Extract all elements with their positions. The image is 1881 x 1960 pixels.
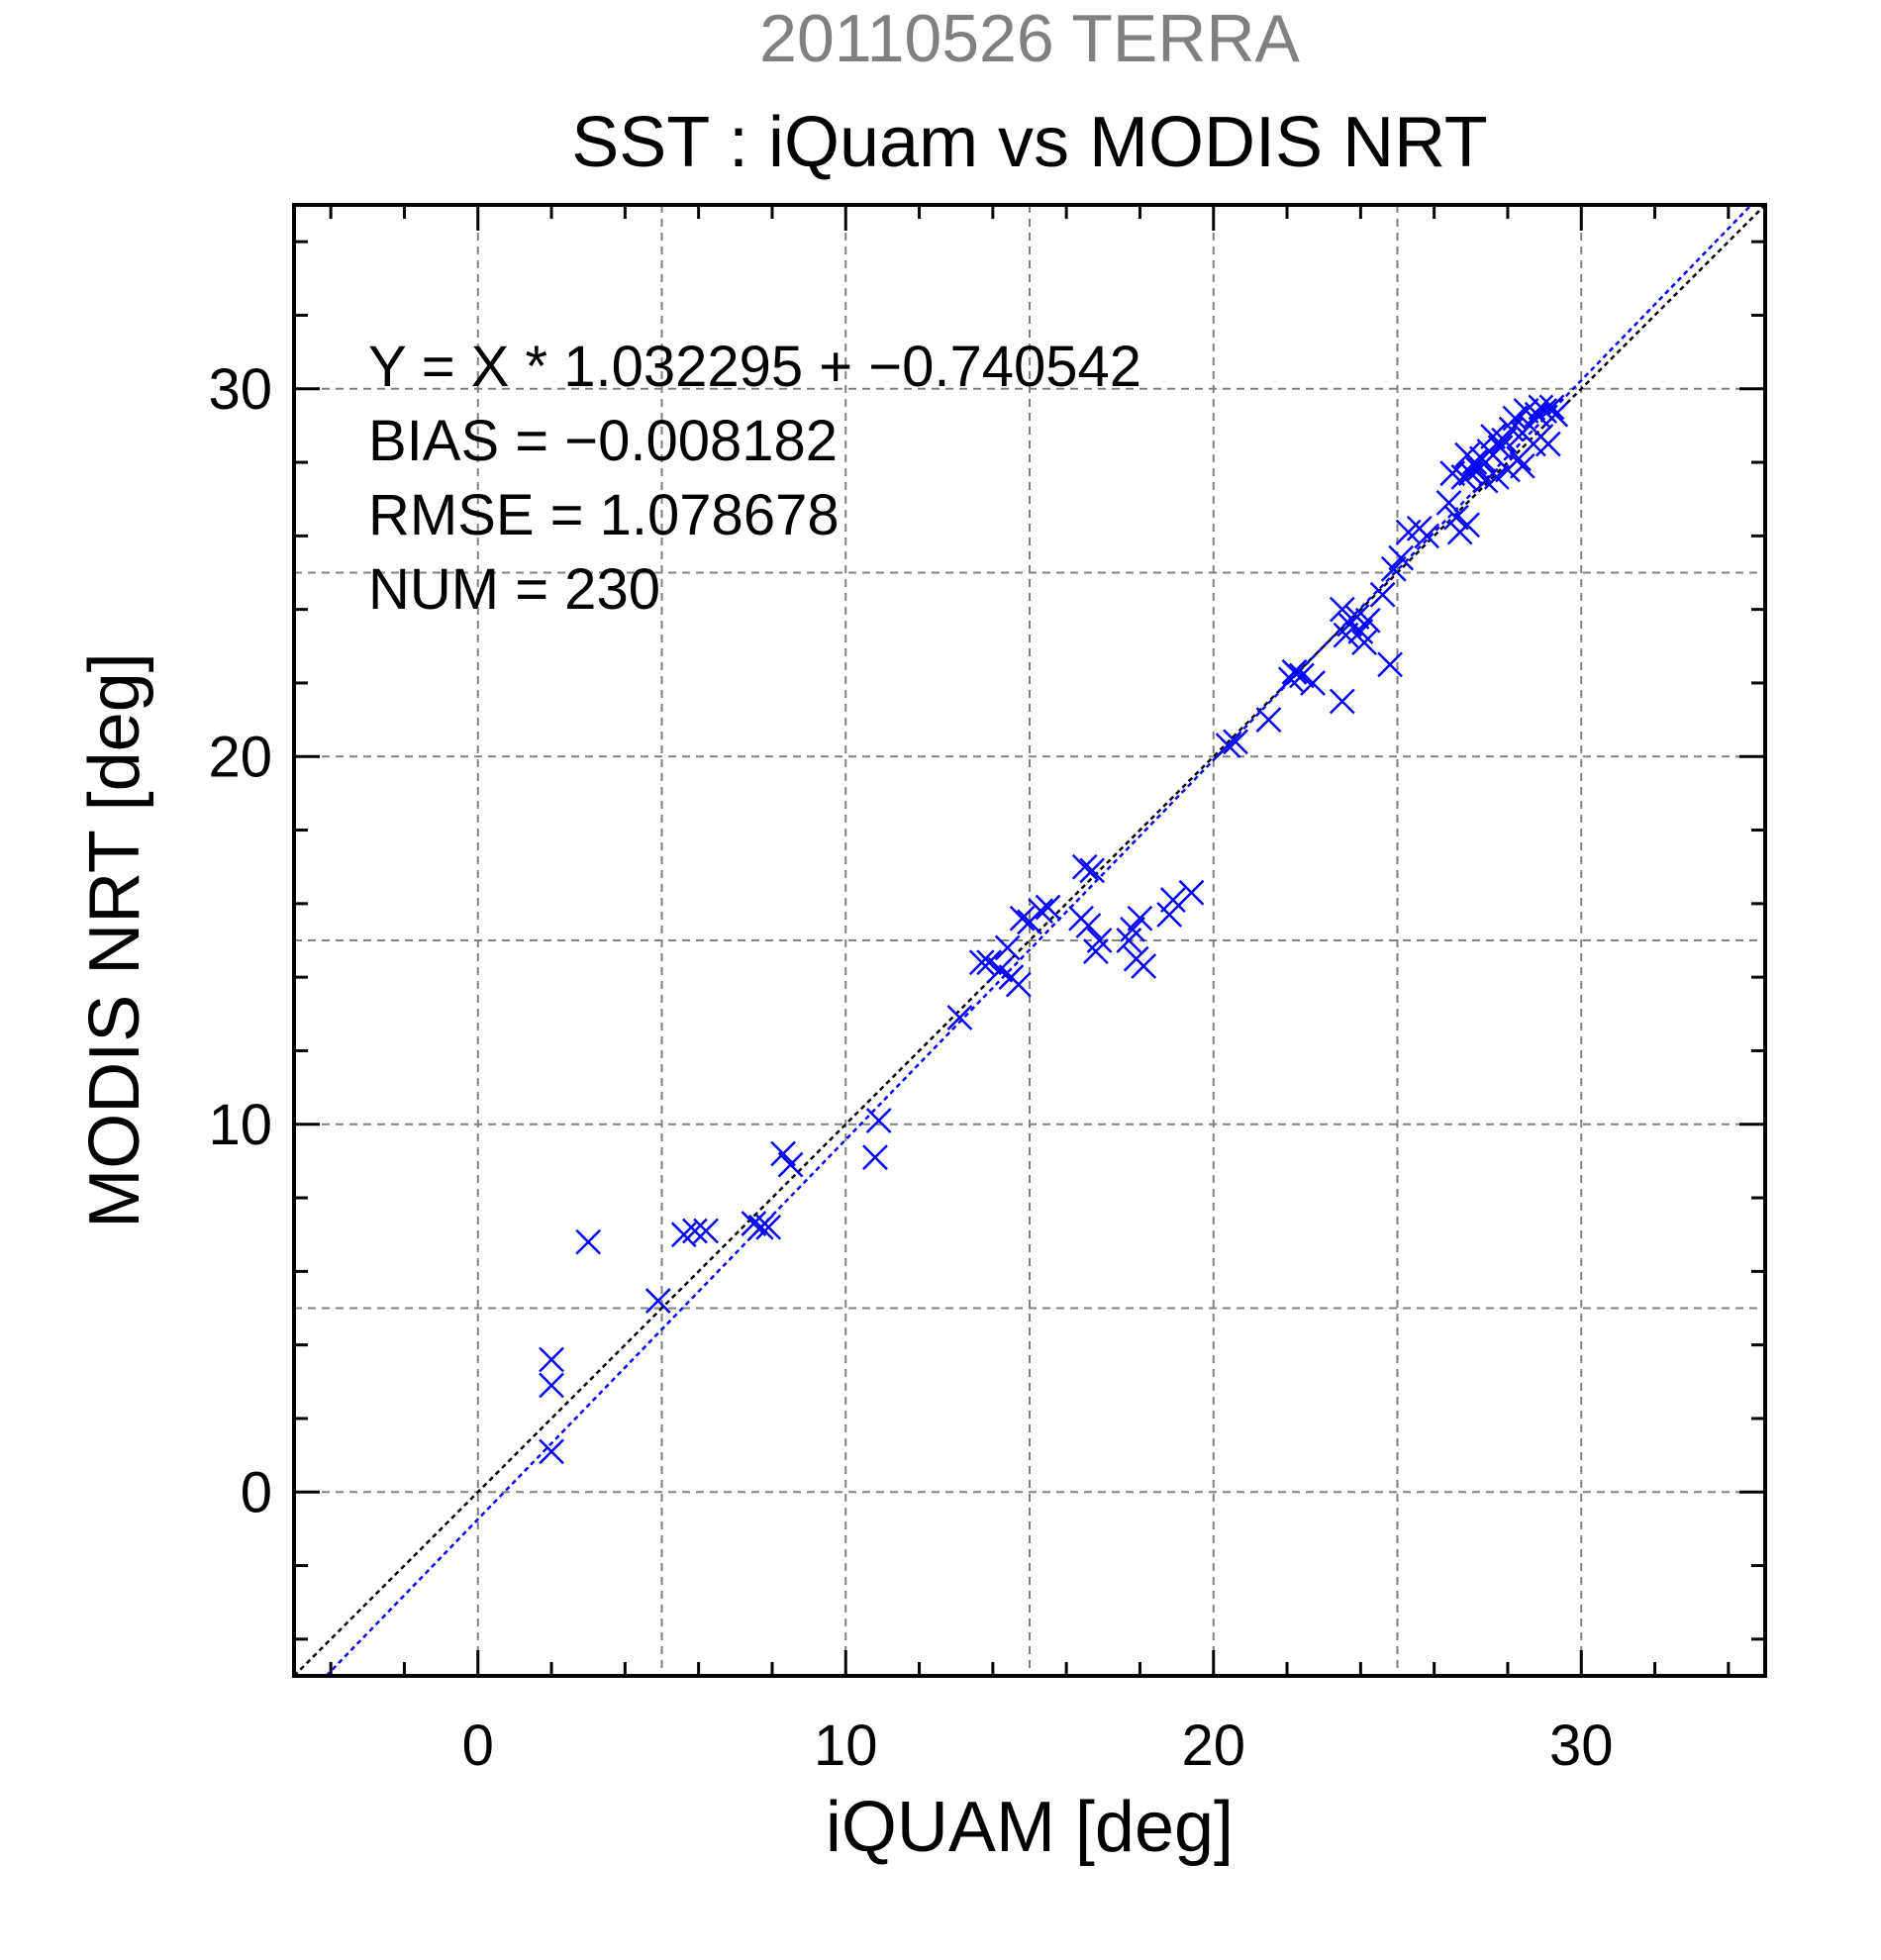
y-tick-label: 10 [208,1093,272,1157]
x-tick-label: 20 [1181,1714,1245,1778]
x-tick-label: 10 [814,1714,878,1778]
stats-block: Y = X * 1.032295 + −0.740542 BIAS = −0.0… [368,335,1141,622]
scatter-point [1483,464,1510,490]
scatter-point [1388,544,1415,571]
scatter-point [1127,905,1153,931]
scatter-point [1079,857,1106,884]
y-tick-label: 20 [208,725,272,789]
stats-rmse: RMSE = 1.078678 [368,483,840,547]
data-points [539,394,1569,1465]
tick-labels: 0 10 20 30 0 10 20 30 [208,357,1613,1778]
scatter-point [1215,733,1241,758]
scatter-point [1289,662,1315,689]
scatter-point [1028,898,1054,925]
x-tick-label: 30 [1549,1714,1614,1778]
scatter-point [976,949,1003,976]
x-tick-label: 0 [462,1714,494,1778]
y-tick-label: 30 [208,357,272,422]
scatter-point [1120,916,1145,942]
scatter-point [1491,427,1518,453]
chart-title: SST : iQuam vs MODIS NRT [571,103,1488,182]
scatter-point [1377,651,1403,678]
scatter-point [1538,394,1565,421]
scatter-point [1524,401,1550,428]
scatter-point [1329,688,1355,715]
scatter-point [862,1144,888,1171]
scatter-point [1035,894,1061,921]
scatter-point [539,1438,564,1465]
scatter-point [865,1108,892,1133]
scatter-point [968,949,995,976]
scatter-point [1509,452,1535,479]
scatter-point [747,1214,774,1240]
regression-line [325,204,1752,1677]
scatter-point [1160,887,1186,914]
stats-bias: BIAS = −0.008182 [368,409,838,473]
scatter-point [1369,581,1396,608]
scatter-point [755,1214,782,1240]
scatter-point [1461,449,1488,475]
scatter-point [1300,670,1326,696]
scatter-point [1223,729,1248,755]
axis-ticks [294,205,1765,1676]
scatter-point [539,1346,564,1373]
scatter-point [1075,913,1102,939]
scatter-point [770,1140,796,1167]
scatter-point [1414,523,1440,549]
x-axis-label: iQUAM [deg] [826,1788,1234,1867]
scatter-point [1281,658,1308,685]
scatter-point [1086,928,1113,953]
stats-fit-equation: Y = X * 1.032295 + −0.740542 [368,335,1141,399]
scatter-point [777,1151,804,1178]
scatter-point [539,1372,564,1399]
scatter-point [1454,512,1480,539]
scatter-point [946,1005,973,1030]
scatter-point [1534,431,1561,457]
scatter-point [1131,953,1157,979]
scatter-point [987,956,1014,983]
scatter-point [1380,555,1407,582]
scatter-point [1443,504,1469,531]
scatter-point [1071,853,1098,880]
grid-lines [294,205,1765,1676]
scatter-point [682,1218,708,1244]
scatter-point [994,934,1021,961]
scatter-point [1156,902,1183,928]
scatter-point [1528,394,1554,421]
scatter-point [1178,879,1205,906]
scatter-point [741,1211,767,1236]
stats-num: NUM = 230 [368,557,660,622]
scatter-point [1255,707,1282,733]
scatter-point [1487,435,1514,461]
scatter-point [1009,905,1036,931]
scatter-point [1354,607,1381,634]
chart-header: 20110526 TERRA [759,1,1300,76]
scatter-point [1542,401,1569,428]
scatter-point [644,1288,671,1314]
scatter-point [693,1218,719,1244]
scatter-point [575,1228,602,1255]
scatter-point [1351,630,1377,655]
reference-lines [293,204,1766,1677]
scatter-point [1005,971,1032,998]
scatter-point [1329,596,1355,623]
scatter-point [1436,490,1462,516]
y-axis-label: MODIS NRT [deg] [75,652,154,1228]
plot-frame [292,203,1767,1678]
scatter-point [1502,405,1529,432]
y-tick-label: 0 [241,1460,272,1524]
